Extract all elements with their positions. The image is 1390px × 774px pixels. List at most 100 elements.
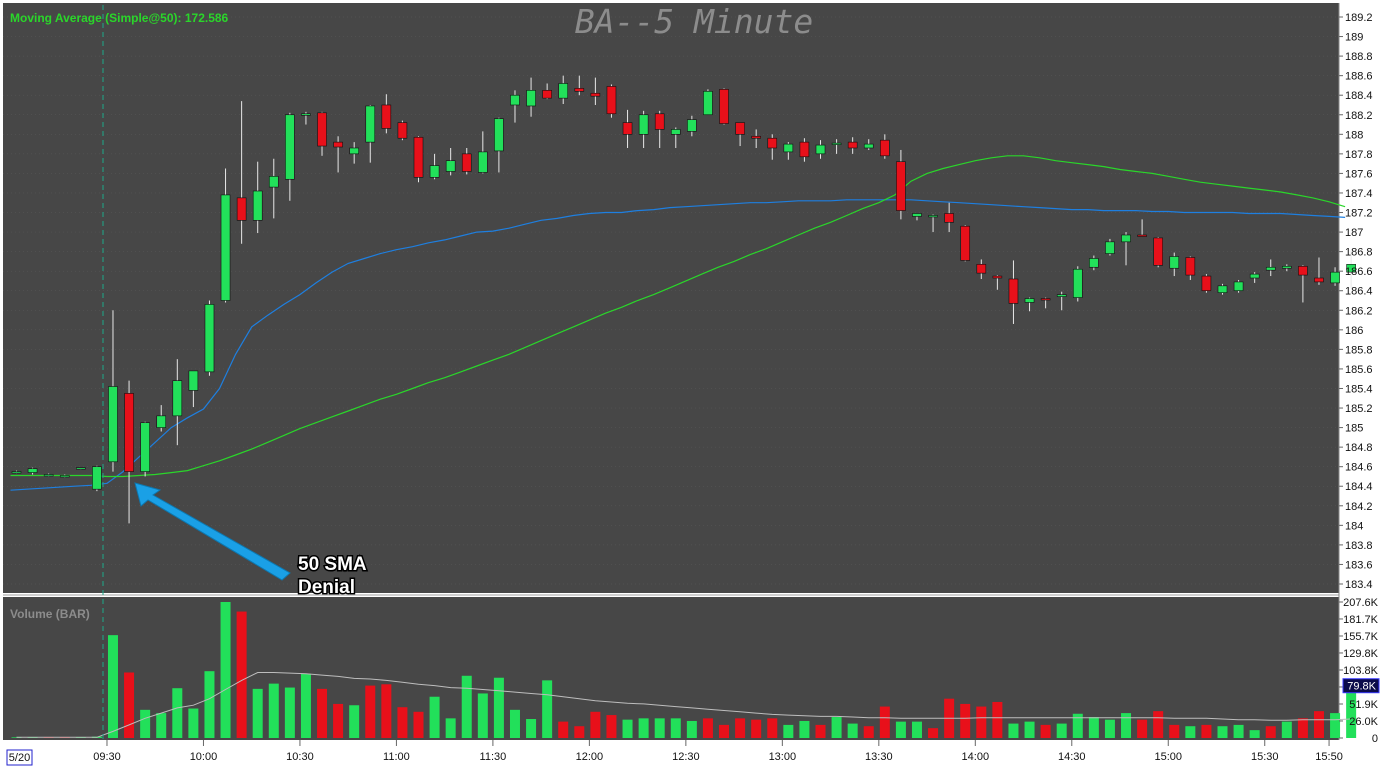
time-tick-label: 11:30 [480, 751, 507, 763]
candle-body [558, 83, 569, 99]
candle-body [333, 141, 343, 148]
candle-body [719, 89, 729, 124]
last-volume-badge [1342, 678, 1380, 694]
volume-bar [702, 718, 713, 738]
candle [11, 470, 22, 474]
volume-bar [1056, 723, 1067, 738]
candle-body [976, 264, 987, 274]
candle-body [59, 475, 70, 478]
candle-body [1185, 257, 1196, 276]
candle-body [638, 114, 649, 135]
candle-body [526, 90, 536, 107]
candle [1298, 265, 1308, 303]
candle [445, 147, 456, 176]
volume-bar [317, 688, 328, 738]
candle-body [542, 90, 552, 99]
candle-body [1056, 294, 1067, 297]
candle-body [494, 118, 504, 152]
candle [687, 115, 697, 137]
volume-average-line [16, 672, 1352, 738]
price-tick-label: 187.2 [1345, 208, 1373, 220]
candle [1185, 256, 1196, 280]
candle-body [365, 105, 376, 143]
volume-bar [911, 721, 922, 738]
price-tick-label: 186.4 [1345, 286, 1373, 298]
candle [815, 140, 826, 159]
candle-body [445, 160, 456, 172]
time-tick-label: 13:00 [769, 751, 797, 763]
volume-axis: 207.6K181.7K155.7K129.8K103.8K77.9K51.9K… [1339, 597, 1380, 745]
candle-body [1282, 265, 1292, 269]
candle [1056, 291, 1067, 311]
time-tick-label: 11:00 [383, 751, 410, 763]
candle-body [381, 104, 392, 129]
candle-body [124, 393, 134, 472]
volume-tick-label: 26.0K [1349, 716, 1378, 728]
volume-bar [1346, 685, 1357, 738]
candle [622, 109, 633, 148]
candle [76, 467, 86, 470]
volume-bar [1217, 726, 1228, 738]
volume-bar [670, 718, 681, 738]
candle-body [268, 176, 279, 188]
candle-body [928, 215, 938, 218]
volume-bar [960, 703, 971, 738]
candle-body [1314, 277, 1324, 283]
moving-average-lines [10, 155, 1346, 491]
candle [172, 359, 183, 446]
volume-bar [493, 677, 504, 738]
candle [124, 380, 134, 524]
volume-bar [590, 711, 601, 738]
candle [1314, 257, 1324, 285]
candle-body [1265, 266, 1276, 271]
volume-bar [719, 724, 730, 738]
sma-fast-line [10, 199, 1346, 491]
candle [526, 77, 536, 117]
candle [735, 122, 745, 147]
volume-tick-label: 51.9K [1349, 699, 1378, 711]
candle [220, 168, 231, 303]
price-tick-label: 186.2 [1345, 305, 1373, 317]
candle [252, 161, 263, 234]
volume-bar [622, 719, 633, 738]
indicator-label: Moving Average (Simple@50): 172.586 [10, 11, 229, 25]
price-tick-label: 185.8 [1345, 344, 1373, 356]
candle-body [767, 137, 778, 149]
volume-bar [445, 718, 456, 738]
candle [542, 83, 552, 100]
candle [928, 214, 938, 233]
candle-body [735, 122, 745, 135]
candle-body [1024, 298, 1035, 303]
candle-body [156, 415, 167, 428]
annotation-line-1: 50 SMA [298, 554, 367, 575]
candle [349, 142, 359, 164]
volume-tick-label: 129.8K [1343, 648, 1379, 660]
annotation-line-2: Denial [298, 577, 355, 598]
price-tick-label: 188.8 [1345, 51, 1373, 63]
volume-bar [381, 684, 392, 738]
candle [863, 139, 874, 150]
candle-body [317, 112, 327, 147]
candle-body [140, 422, 150, 472]
volume-bar [1185, 726, 1196, 738]
candle-body [1040, 298, 1051, 301]
candle-body [944, 213, 954, 223]
price-tick-label: 184.2 [1345, 501, 1373, 513]
volume-bar [735, 718, 746, 738]
candle-body [606, 86, 617, 115]
candle [896, 149, 906, 220]
price-tick-label: 188.2 [1345, 110, 1373, 122]
candle [1282, 264, 1292, 272]
volume-bar [477, 693, 488, 738]
candle-body [880, 139, 890, 157]
candle [880, 134, 890, 159]
candle-body [783, 143, 794, 153]
candle-body [1089, 258, 1099, 268]
candlesticks [11, 75, 1356, 524]
volume-bar [526, 719, 537, 738]
candle [1137, 219, 1147, 237]
candle [317, 111, 327, 156]
candle [638, 110, 649, 148]
candle-body [1298, 265, 1308, 276]
candle [1233, 279, 1244, 293]
